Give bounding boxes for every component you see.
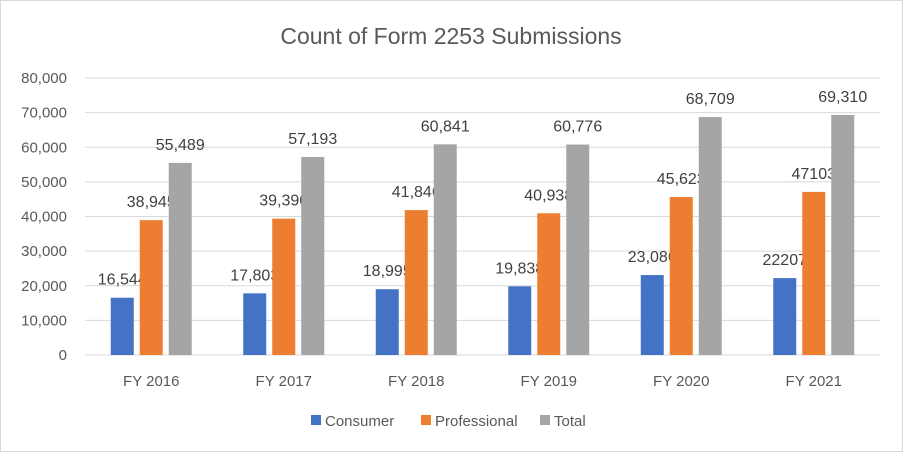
chart-title: Count of Form 2253 Submissions (280, 23, 621, 49)
y-tick-label: 20,000 (21, 278, 67, 295)
data-label: 55,489 (156, 137, 205, 154)
data-label: 40,938 (524, 187, 573, 204)
data-label: 60,841 (421, 118, 470, 135)
y-tick-label: 30,000 (21, 243, 67, 260)
bar-professional-fy-2018 (404, 210, 428, 355)
gridlines (85, 77, 880, 356)
data-label: 45,623 (657, 171, 706, 188)
bar-consumer-fy-2016 (110, 297, 134, 355)
data-label: 47103 (792, 166, 837, 183)
x-tick-label: FY 2019 (521, 373, 577, 390)
bar-total-fy-2021 (831, 115, 855, 355)
bar-consumer-fy-2018 (375, 289, 399, 355)
legend-label-total: Total (554, 413, 586, 430)
y-tick-label: 70,000 (21, 105, 67, 122)
bar-professional-fy-2016 (139, 220, 163, 355)
y-tick-label: 0 (59, 347, 67, 364)
data-label: 38,945 (127, 194, 176, 211)
legend-swatch-total (540, 415, 550, 425)
bar-total-fy-2018 (433, 144, 457, 355)
legend-label-consumer: Consumer (325, 413, 394, 430)
y-tick-label: 80,000 (21, 70, 67, 87)
x-tick-label: FY 2016 (123, 373, 179, 390)
data-label: 57,193 (288, 131, 337, 148)
bar-consumer-fy-2020 (640, 275, 664, 355)
x-tick-label: FY 2020 (653, 373, 709, 390)
y-axis-ticks: 0 10,000 20,000 30,000 40,000 50,000 60,000 70,… (21, 70, 67, 364)
data-label: 41,846 (392, 184, 441, 201)
bar-professional-fy-2020 (669, 197, 693, 355)
data-label: 16,544 (98, 272, 147, 289)
bar-total-fy-2016 (168, 162, 192, 355)
bar-professional-fy-2019 (537, 213, 561, 355)
legend-swatch-consumer (311, 415, 321, 425)
data-label: 19,838 (495, 260, 544, 277)
x-tick-label: FY 2017 (256, 373, 312, 390)
bar-total-fy-2017 (301, 156, 325, 355)
y-tick-label: 60,000 (21, 139, 67, 156)
bar-professional-fy-2021 (802, 191, 826, 355)
data-label: 18,995 (363, 263, 412, 280)
bars: 16,544 38,945 55,489 17,803 39,390 57,193 18,9… (98, 89, 867, 355)
x-axis-ticks: FY 2016 FY 2017 FY 2018 FY 2019 FY 2020 FY 20… (123, 373, 842, 390)
x-tick-label: FY 2018 (388, 373, 444, 390)
legend: Consumer Professional Total (311, 413, 586, 430)
x-tick-label: FY 2021 (786, 373, 842, 390)
bar-total-fy-2019 (566, 144, 590, 355)
bar-professional-fy-2017 (272, 218, 296, 355)
y-tick-label: 40,000 (21, 209, 67, 226)
data-label: 69,310 (818, 89, 867, 106)
data-label: 17,803 (230, 267, 279, 284)
bar-consumer-fy-2021 (773, 278, 797, 355)
legend-label-professional: Professional (435, 413, 518, 430)
data-label: 68,709 (686, 91, 735, 108)
data-label: 60,776 (553, 119, 602, 136)
data-label: 22207 (763, 252, 808, 269)
y-tick-label: 10,000 (21, 312, 67, 329)
y-tick-label: 50,000 (21, 174, 67, 191)
data-label: 23,086 (628, 249, 677, 266)
bar-total-fy-2020 (698, 117, 722, 355)
bar-consumer-fy-2017 (243, 293, 267, 355)
legend-swatch-professional (421, 415, 431, 425)
bar-consumer-fy-2019 (508, 286, 532, 355)
data-label: 39,390 (259, 193, 308, 210)
